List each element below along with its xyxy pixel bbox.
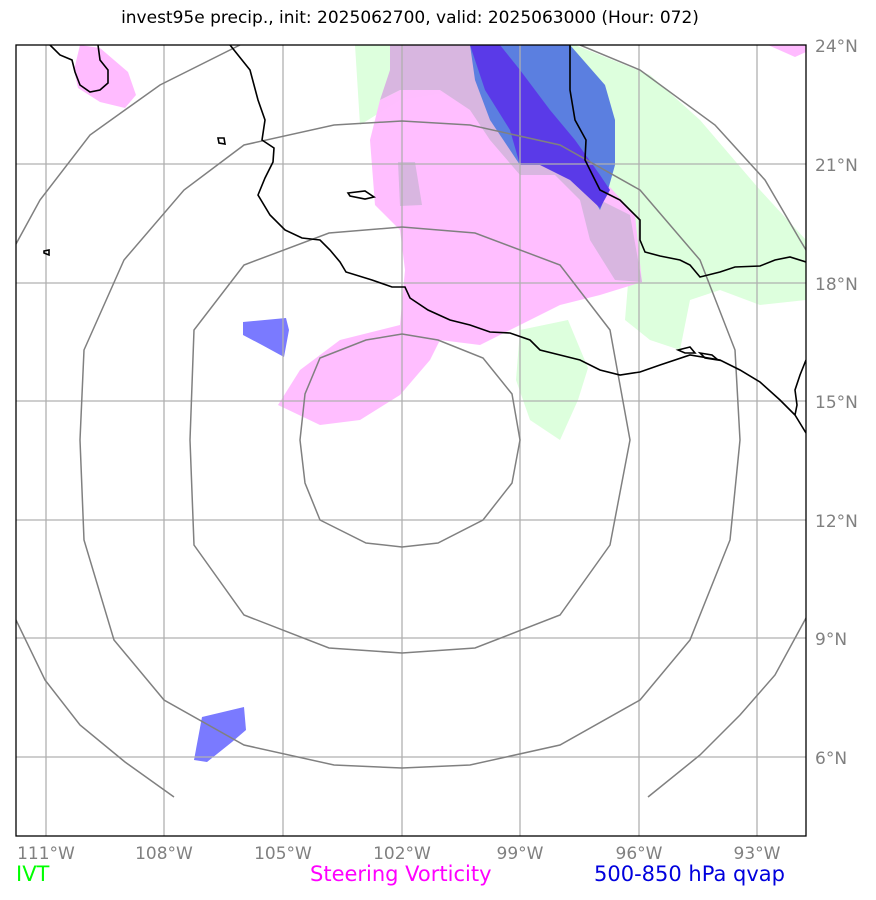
lat-label: 9°N [815, 630, 847, 650]
plot-frame [15, 44, 807, 837]
vorticity-region-ne [768, 45, 806, 57]
lon-label: 108°W [135, 844, 193, 864]
coastline-yucatan-edge [794, 359, 806, 416]
vorticity-overlap-strip [398, 162, 422, 206]
island-4 [675, 346, 697, 354]
range-ring-4 [16, 45, 241, 245]
island-3 [43, 249, 50, 257]
island-5 [697, 351, 721, 362]
legend-qvap: 500-850 hPa qvap [594, 862, 785, 886]
range-rings [16, 45, 806, 798]
lon-label: 105°W [254, 844, 312, 864]
qvap-core [470, 45, 610, 208]
ivt-region-north [355, 45, 806, 350]
coastline-mainland [229, 45, 806, 434]
island-2 [346, 190, 377, 200]
lon-label: 99°W [497, 844, 544, 864]
lon-label: 93°W [734, 844, 781, 864]
legend-steering-vorticity: Steering Vorticity [310, 862, 492, 886]
vorticity-region-nw [74, 45, 136, 108]
coastline-gulf [569, 45, 806, 278]
island-1 [217, 137, 226, 145]
graticule [16, 45, 806, 836]
range-ring-3 [79, 120, 741, 769]
range-ring-4-sw [16, 619, 175, 798]
qvap-region-west [243, 318, 289, 357]
coastline-baja [49, 45, 109, 93]
range-ring-2 [189, 226, 631, 654]
qvap-field [194, 45, 615, 762]
longitude-labels: 111°W 108°W 105°W 102°W 99°W 96°W 93°W [17, 844, 781, 864]
range-ring-4-east [579, 45, 806, 251]
map-plot-area [16, 45, 806, 836]
map-title: invest95e precip., init: 2025062700, val… [121, 8, 699, 28]
lat-label: 21°N [815, 156, 858, 176]
lat-label: 24°N [815, 37, 858, 57]
lat-label: 15°N [815, 393, 858, 413]
latitude-labels: 24°N 21°N 18°N 15°N 12°N 9°N 6°N [815, 37, 858, 769]
lat-label: 18°N [815, 275, 858, 295]
coastline [43, 45, 806, 434]
ivt-region-south [516, 320, 588, 440]
range-ring-1 [299, 333, 521, 548]
legend-ivt: IVT [16, 862, 50, 886]
ivt-field [355, 45, 806, 440]
lat-label: 12°N [815, 512, 858, 532]
range-ring-4-se [647, 617, 806, 798]
lon-label: 96°W [616, 844, 663, 864]
lon-label: 102°W [373, 844, 431, 864]
lon-label: 111°W [17, 844, 75, 864]
qvap-region-south [194, 707, 246, 762]
lat-label: 6°N [815, 749, 847, 769]
